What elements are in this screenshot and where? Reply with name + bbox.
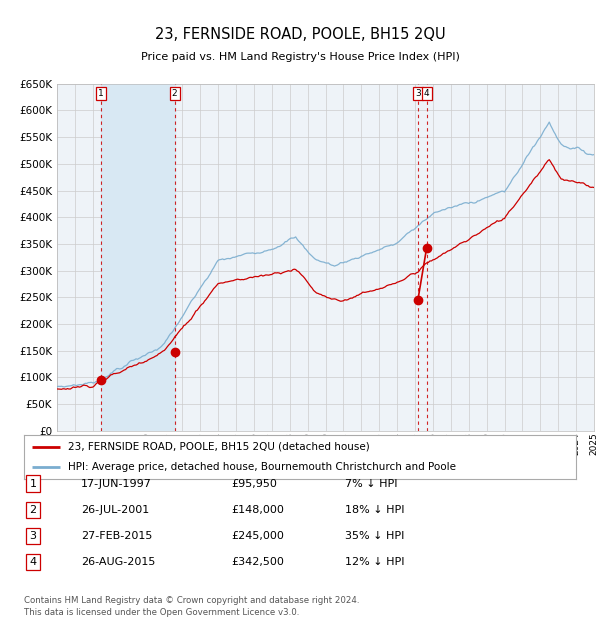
Text: £95,950: £95,950 [231,479,277,489]
Text: 1: 1 [98,89,104,98]
Text: 17-JUN-1997: 17-JUN-1997 [81,479,152,489]
Text: HPI: Average price, detached house, Bournemouth Christchurch and Poole: HPI: Average price, detached house, Bour… [68,462,456,472]
Text: 12% ↓ HPI: 12% ↓ HPI [345,557,404,567]
Text: 3: 3 [29,531,37,541]
Text: 26-JUL-2001: 26-JUL-2001 [81,505,149,515]
Text: 27-FEB-2015: 27-FEB-2015 [81,531,152,541]
Text: 3: 3 [415,89,421,98]
Text: 2: 2 [29,505,37,515]
Text: 7% ↓ HPI: 7% ↓ HPI [345,479,398,489]
Text: 26-AUG-2015: 26-AUG-2015 [81,557,155,567]
Text: 18% ↓ HPI: 18% ↓ HPI [345,505,404,515]
Bar [101,84,175,431]
Text: £148,000: £148,000 [231,505,284,515]
Text: 4: 4 [424,89,430,98]
Text: £342,500: £342,500 [231,557,284,567]
Text: 23, FERNSIDE ROAD, POOLE, BH15 2QU: 23, FERNSIDE ROAD, POOLE, BH15 2QU [155,27,445,42]
Text: 2: 2 [172,89,178,98]
Text: Price paid vs. HM Land Registry's House Price Index (HPI): Price paid vs. HM Land Registry's House … [140,52,460,62]
Text: 1: 1 [29,479,37,489]
Text: Contains HM Land Registry data © Crown copyright and database right 2024.
This d: Contains HM Land Registry data © Crown c… [24,596,359,617]
Text: 35% ↓ HPI: 35% ↓ HPI [345,531,404,541]
Text: 4: 4 [29,557,37,567]
Text: £245,000: £245,000 [231,531,284,541]
Text: 23, FERNSIDE ROAD, POOLE, BH15 2QU (detached house): 23, FERNSIDE ROAD, POOLE, BH15 2QU (deta… [68,442,370,452]
